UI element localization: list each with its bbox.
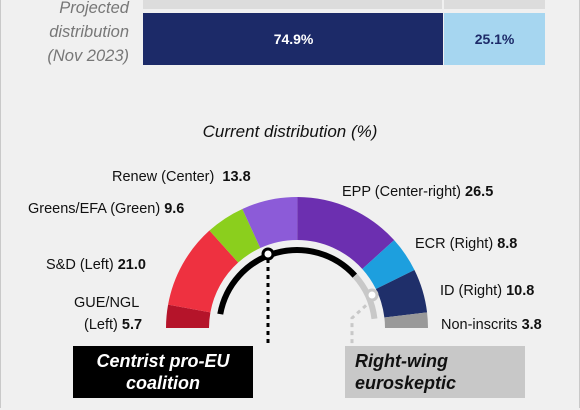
label-id: ID (Right) 10.8: [440, 281, 534, 301]
label-renew: Renew (Center) 13.8: [112, 167, 251, 187]
label-epp: EPP (Center-right) 26.5: [342, 182, 493, 202]
label-sd-name: S&D (Left): [46, 257, 114, 273]
projected-top-strip-segment-1: [143, 0, 443, 9]
projected-top-strip-segment-2: [444, 0, 545, 9]
label-gue-name-2: (Left): [84, 317, 118, 333]
centrist-marker: [261, 247, 275, 261]
label-gue-line-2: (Left) 5.7: [84, 315, 142, 335]
label-ni-value: 3.8: [521, 317, 542, 333]
label-ni-name: Non-inscrits: [441, 317, 518, 333]
coalition-centrist-line-2: coalition: [125, 373, 200, 393]
projected-label-line-3: (Nov 2023): [47, 47, 129, 65]
projected-bar-top-strip: [143, 0, 545, 9]
label-greens: Greens/EFA (Green) 9.6: [28, 199, 184, 219]
label-non-inscrits: Non-inscrits 3.8: [441, 315, 542, 335]
label-ecr: ECR (Right) 8.8: [415, 234, 517, 254]
coalition-right-line-1: Right-wing: [355, 351, 448, 371]
projected-bar: 74.9% 25.1%: [143, 13, 545, 65]
chart-title: Current distribution (%): [202, 122, 378, 141]
slice-ecr-right: [362, 240, 415, 290]
label-sd: S&D (Left) 21.0: [46, 255, 146, 275]
projected-segment-label-2: 25.1%: [474, 31, 515, 47]
label-ecr-value: 8.8: [497, 236, 518, 252]
projected-label-line-2: distribution: [49, 23, 129, 41]
coalition-centrist-line-1: Centrist pro-EU: [96, 351, 230, 371]
projected-label: Projected distribution (Nov 2023): [0, 0, 129, 68]
label-epp-value: 26.5: [465, 184, 494, 200]
label-ecr-name: ECR (Right): [415, 236, 494, 252]
label-gue-value: 5.7: [121, 317, 143, 333]
label-sd-value: 21.0: [117, 257, 146, 273]
coalition-right-line-2: euroskeptic: [355, 373, 457, 393]
right-wing-connector: [350, 298, 374, 346]
slice-s-d-left: [168, 230, 239, 313]
centrist-coalition-arc: [217, 247, 358, 315]
label-greens-value: 9.6: [164, 201, 185, 217]
projected-label-line-1: Projected: [59, 0, 129, 17]
label-renew-name: Renew (Center): [112, 169, 215, 185]
slice-gue-ngl-left: [166, 304, 211, 328]
slice-id-right: [375, 269, 428, 318]
right-wing-marker: [365, 288, 379, 302]
slice-greens-efa-green: [209, 208, 261, 263]
slice-epp-center-right: [297, 197, 395, 269]
label-epp-name: EPP (Center-right): [342, 184, 461, 200]
coalition-centrist-box: Centrist pro-EU coalition: [73, 346, 253, 398]
label-id-value: 10.8: [506, 283, 535, 299]
coalition-right-box: Right-wing euroskeptic: [345, 346, 525, 398]
projected-segment-1: [143, 13, 444, 65]
projected-segment-2: [444, 13, 545, 65]
slice-renew-center: [242, 197, 298, 249]
label-id-name: ID (Right): [440, 283, 503, 299]
label-greens-name: Greens/EFA (Green): [28, 201, 161, 217]
label-gue-line-1: GUE/NGL: [74, 295, 140, 311]
slice-non-inscrits: [384, 312, 428, 328]
projected-segment-label-1: 74.9%: [273, 31, 314, 47]
label-renew-value: 13.8: [222, 169, 251, 185]
